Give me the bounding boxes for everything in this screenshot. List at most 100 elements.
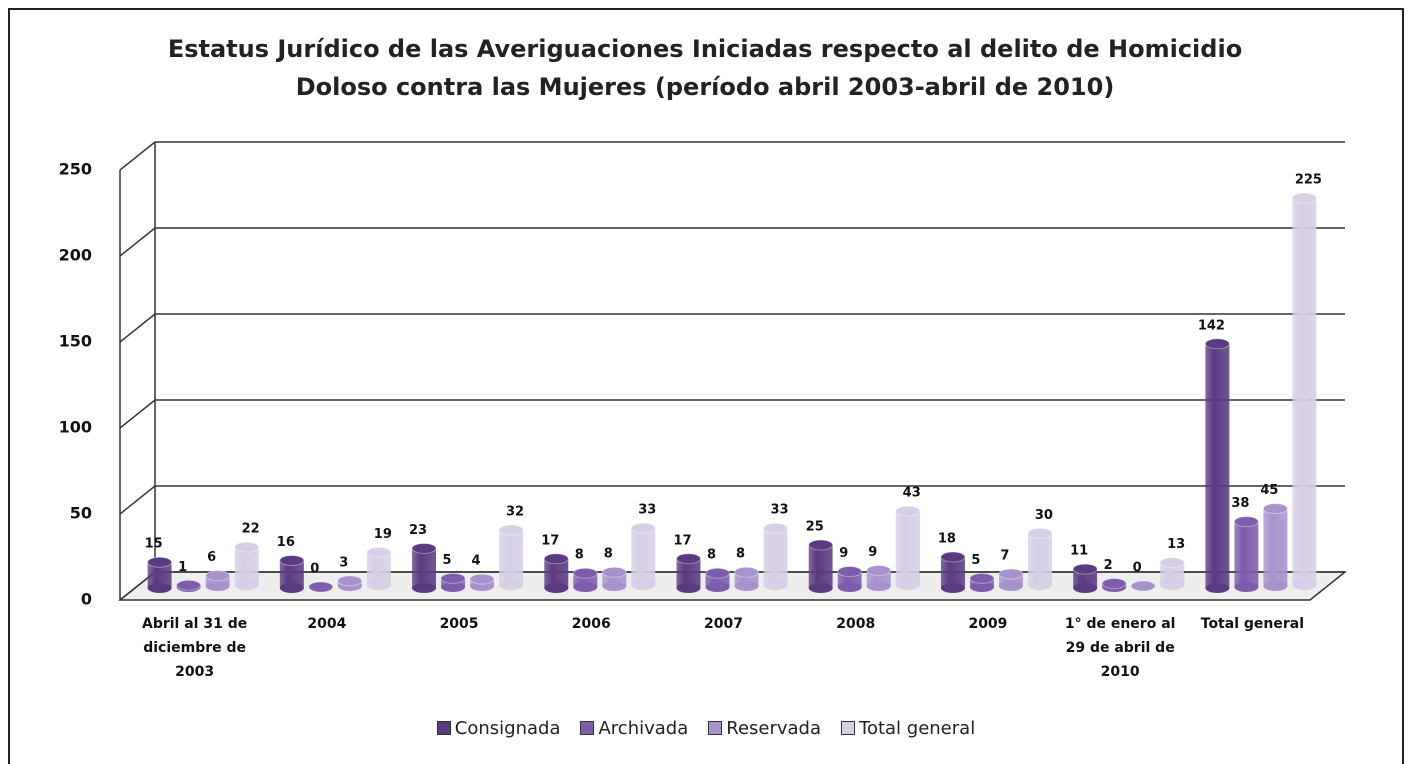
legend-item: Total general (841, 718, 975, 739)
x-tick-label: 2007 (704, 616, 743, 632)
bar-cap (1291, 192, 1317, 204)
value-label: 45 (1260, 483, 1278, 498)
bar (205, 575, 230, 586)
value-label: 2 (1104, 558, 1113, 573)
bar-cap (1027, 527, 1053, 539)
bar-cap (1262, 503, 1288, 515)
x-tick-label: 2008 (836, 616, 876, 632)
value-label: 17 (541, 533, 559, 548)
bar-cap (147, 556, 173, 568)
value-label: 25 (806, 520, 824, 535)
grid-line (119, 485, 1345, 515)
y-tick-label: 250 (59, 160, 92, 179)
bar (1160, 562, 1185, 585)
bar-cap (1101, 578, 1127, 590)
x-tick-label: 2006 (571, 616, 611, 632)
x-tick-label: 2009 (968, 616, 1008, 632)
legend-item: Archivada (580, 718, 688, 739)
value-label: 5 (443, 553, 452, 568)
bar (412, 548, 437, 588)
legend: Consignada Archivada Reservada Total genera… (0, 718, 1412, 739)
x-tick-label: Abril al 31 de diciembre de 2003 (141, 616, 248, 680)
bar-cap (440, 572, 466, 584)
bar-cap (866, 565, 892, 577)
bar-cap (705, 567, 730, 579)
value-label: 23 (409, 523, 427, 538)
bar-cap (205, 570, 231, 582)
bar-cap (837, 566, 863, 578)
bar (763, 528, 788, 585)
bar-cap (1072, 563, 1098, 575)
x-tick-label: 1° de enero al 29 de abril de 2010 (1064, 616, 1176, 680)
legend-label: Reservada (726, 718, 822, 739)
bar (808, 545, 833, 588)
bar (499, 529, 524, 585)
bar (1073, 569, 1098, 588)
value-label: 30 (1035, 508, 1053, 523)
bar-cap (337, 575, 363, 587)
x-tick-label: 2004 (307, 616, 347, 632)
legend-label: Archivada (598, 718, 689, 739)
bar (1263, 508, 1288, 586)
value-label: 9 (868, 545, 877, 560)
bar-cap (498, 524, 524, 536)
value-label: 3 (339, 555, 348, 570)
value-label: 22 (242, 522, 260, 537)
y-tick-label: 0 (81, 590, 92, 609)
bar-cap (630, 522, 656, 534)
value-label: 0 (310, 562, 319, 577)
grid-line (119, 313, 1345, 343)
bar (895, 511, 920, 585)
bar (366, 552, 391, 585)
value-label: 32 (506, 504, 524, 519)
chart-frame (8, 8, 1404, 764)
value-label: 11 (1070, 544, 1088, 559)
legend-item: Consignada (436, 718, 561, 739)
bar (631, 528, 656, 585)
value-label: 16 (277, 535, 295, 550)
y-tick-label: 50 (70, 504, 92, 523)
value-label: 8 (575, 548, 584, 563)
value-label: 9 (839, 546, 848, 561)
value-label: 225 (1295, 173, 1322, 188)
legend-swatch (708, 721, 723, 735)
legend-label: Consignada (454, 718, 561, 739)
legend-swatch (580, 721, 595, 735)
value-label: 4 (472, 554, 481, 569)
value-label: 142 (1198, 318, 1225, 333)
bar-cap (572, 567, 598, 579)
y-tick-label: 200 (59, 246, 92, 265)
bar (1292, 198, 1317, 585)
value-label: 19 (374, 527, 392, 542)
value-label: 8 (707, 548, 716, 563)
chart-title: Estatus Jurídico de las Averiguaciones I… (167, 35, 1243, 101)
bar (1234, 521, 1259, 587)
bar-cap (1204, 338, 1230, 350)
bar-cap (279, 554, 305, 566)
bar-cap (411, 542, 437, 554)
bar (940, 557, 965, 588)
y-tick-label: 100 (59, 418, 92, 437)
bar-cap (998, 568, 1024, 580)
value-label: 13 (1167, 537, 1185, 552)
bar-cap (895, 505, 921, 517)
bar-cap (469, 573, 495, 585)
value-label: 18 (938, 532, 956, 547)
value-label: 7 (1000, 548, 1009, 563)
bar-cap (969, 572, 995, 584)
value-label: 0 (1133, 561, 1142, 576)
value-label: 6 (207, 550, 216, 565)
bar-cap (1159, 557, 1185, 569)
bar-cap (808, 539, 834, 551)
bar-cap (308, 581, 334, 593)
legend-swatch (841, 721, 856, 735)
value-label: 38 (1231, 496, 1249, 511)
legend-swatch (436, 721, 451, 735)
bar-cap (763, 522, 788, 534)
bar-cap (543, 553, 569, 565)
bar-cap (176, 579, 202, 591)
value-label: 15 (145, 537, 163, 552)
bar-cap (601, 566, 627, 578)
